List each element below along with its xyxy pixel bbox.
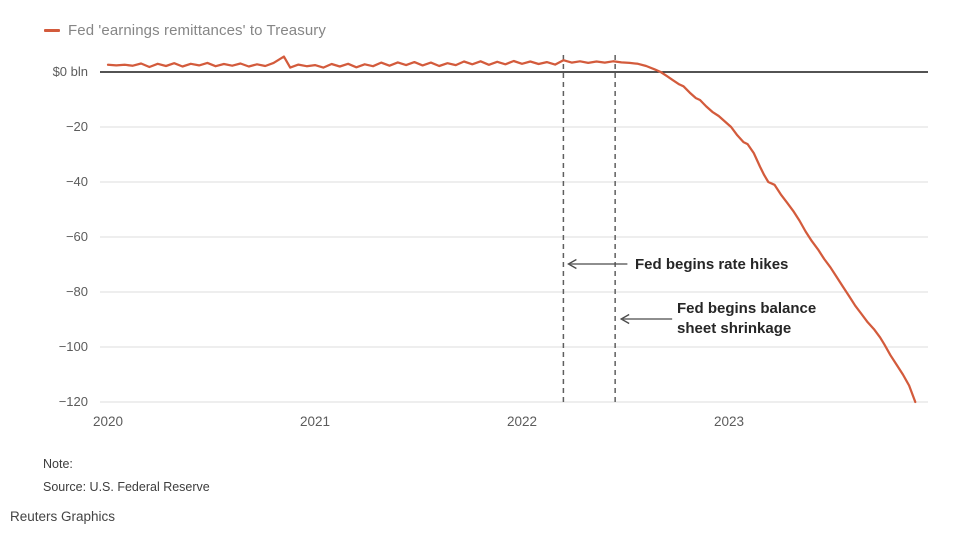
legend-line-swatch (44, 29, 60, 32)
y-tick-label: −80 (65, 284, 88, 299)
x-tick-label: 2023 (713, 414, 745, 429)
credit-label: Reuters Graphics (10, 509, 116, 524)
note-label: Note: (43, 457, 73, 471)
legend-label: Fed 'earnings remittances' to Treasury (68, 22, 326, 39)
x-tick-label: 2021 (299, 414, 331, 429)
series-line (106, 55, 917, 404)
x-tick-label: 2020 (92, 414, 124, 429)
source-label: Source: U.S. Federal Reserve (43, 480, 210, 494)
y-tick-label: −40 (65, 174, 88, 189)
annotation-rate-hikes-text: Fed begins rate hikes (635, 256, 789, 273)
y-tick-label: −60 (65, 229, 88, 244)
legend: Fed 'earnings remittances' to Treasury (44, 22, 326, 39)
annotation-balance-sheet: Fed begins balance sheet shrinkage (677, 299, 816, 339)
y-tick-label: −20 (65, 119, 88, 134)
arrow-balance-sheet-head (619, 313, 630, 325)
annotation-balance-sheet-line2: sheet shrinkage (677, 320, 792, 337)
y-tick-label: $0 bln (52, 64, 88, 79)
y-tick-label: −120 (58, 394, 88, 409)
annotation-rate-hikes: Fed begins rate hikes (635, 255, 788, 275)
annotation-balance-sheet-line1: Fed begins balance (677, 300, 817, 317)
x-tick-label: 2022 (506, 414, 538, 429)
arrow-rate-hikes-head (567, 258, 577, 270)
y-tick-label: −100 (58, 339, 88, 354)
